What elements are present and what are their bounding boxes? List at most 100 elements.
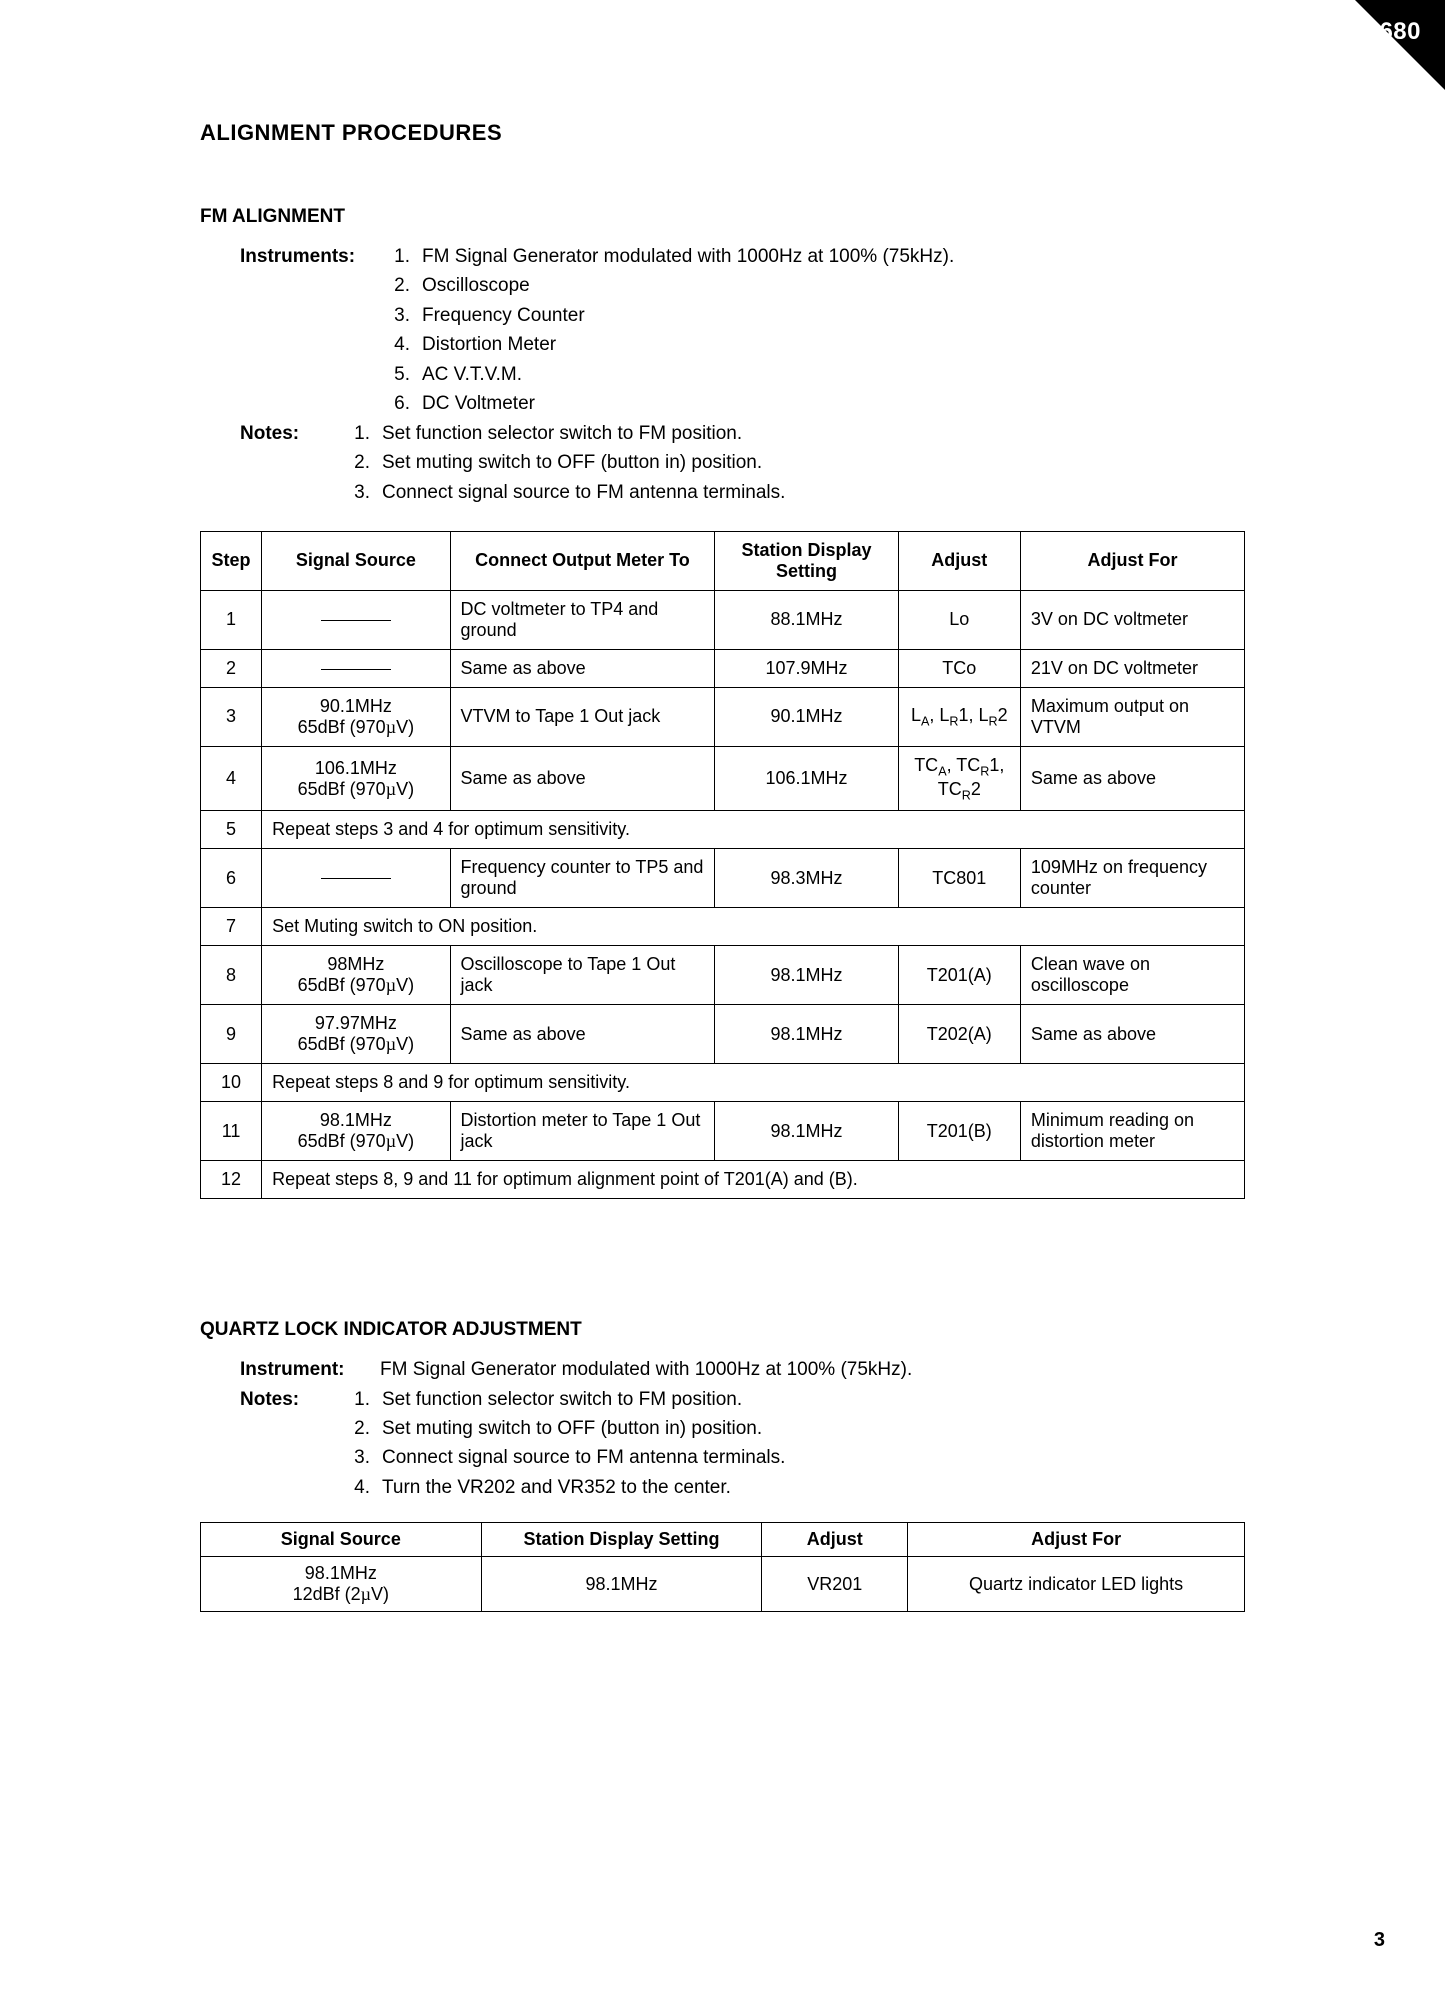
list-item: 3. Frequency Counter [380,301,954,330]
ql-th-adjust: Adjust [762,1523,908,1557]
fm-instruments-block: Instruments: 1.FM Signal Generator modul… [240,242,1245,419]
fm-notes-block: Notes: 1.Set function selector switch to… [240,419,1245,507]
ql-signal-l2: 12dBf (2µV) [293,1584,389,1604]
ql-th-display: Station Display Setting [481,1523,762,1557]
cell-signal [262,590,450,649]
list-item: 1.Set function selector switch to FM pos… [340,1385,785,1414]
ql-section-title: QUARTZ LOCK INDICATOR ADJUSTMENT [200,1319,1245,1341]
cell-step: 2 [201,649,262,687]
dash-icon [321,878,391,879]
th-adjust-for: Adjust For [1020,531,1244,590]
list-item: 5.AC V.T.V.M. [380,360,954,389]
cell-merged: Set Muting switch to ON position. [262,908,1245,946]
list-text: Set function selector switch to FM posit… [382,419,742,448]
cell-connect: Oscilloscope to Tape 1 Out jack [450,946,715,1005]
dash-icon [321,620,391,621]
list-number: 4. [340,1473,370,1502]
cell-connect: DC voltmeter to TP4 and ground [450,590,715,649]
list-number: 2. [340,1414,370,1443]
cell-display: 98.1MHz [715,946,898,1005]
fm-table-body: 1DC voltmeter to TP4 and ground88.1MHzLo… [201,590,1245,1198]
th-adjust: Adjust [898,531,1020,590]
ql-for-cell: Quartz indicator LED lights [908,1557,1245,1612]
cell-step: 5 [201,811,262,849]
list-item: 1. Set function selector switch to FM pos… [340,419,785,448]
table-header-row: Step Signal Source Connect Output Meter … [201,531,1245,590]
cell-connect: VTVM to Tape 1 Out jack [450,687,715,746]
ql-notes-list: 1.Set function selector switch to FM pos… [340,1385,785,1503]
list-text: Set muting switch to OFF (button in) pos… [382,1414,762,1443]
table-row: 4106.1MHz65dBf (970µV)Same as above106.1… [201,746,1245,810]
cell-display: 98.1MHz [715,1102,898,1161]
cell-step: 8 [201,946,262,1005]
list-text: FM Signal Generator modulated with 1000H… [422,242,954,271]
model-label: hk1680 [1337,18,1421,46]
list-text: Turn the VR202 and VR352 to the center. [382,1473,731,1502]
dash-icon [321,669,391,670]
ql-th-signal: Signal Source [201,1523,482,1557]
ql-signal-cell: 98.1MHz 12dBf (2µV) [201,1557,482,1612]
ql-instrument-label: Instrument: [240,1355,380,1384]
list-text: Frequency Counter [422,301,585,330]
list-text: Oscilloscope [422,271,530,300]
instruments-list: 1. FM Signal Generator modulated with 100… [380,242,954,419]
ql-section: QUARTZ LOCK INDICATOR ADJUSTMENT Instrum… [200,1319,1245,1612]
list-number: 3. [340,478,370,507]
cell-adjust: TC801 [898,849,1020,908]
cell-display: 98.1MHz [715,1005,898,1064]
cell-adjust-for: Maximum output on VTVM [1020,687,1244,746]
cell-display: 98.3MHz [715,849,898,908]
table-row: 1DC voltmeter to TP4 and ground88.1MHzLo… [201,590,1245,649]
cell-connect: Same as above [450,746,715,810]
list-text: Set muting switch to OFF (button in) pos… [382,448,762,477]
cell-display: 88.1MHz [715,590,898,649]
cell-adjust: TCo [898,649,1020,687]
table-row: 898MHz65dBf (970µV)Oscilloscope to Tape … [201,946,1245,1005]
fm-alignment-table: Step Signal Source Connect Output Meter … [200,531,1245,1199]
ql-adjust-cell: VR201 [762,1557,908,1612]
cell-signal: 90.1MHz65dBf (970µV) [262,687,450,746]
list-number: 3. [380,301,410,330]
table-row: 1198.1MHz65dBf (970µV)Distortion meter t… [201,1102,1245,1161]
th-step: Step [201,531,262,590]
ql-table: Signal Source Station Display Setting Ad… [200,1522,1245,1612]
page: hk1680 ALIGNMENT PROCEDURES FM ALIGNMENT… [0,0,1445,1992]
list-text: Set function selector switch to FM posit… [382,1385,742,1414]
cell-signal: 98.1MHz65dBf (970µV) [262,1102,450,1161]
cell-display: 106.1MHz [715,746,898,810]
list-item: 3.Connect signal source to FM antenna te… [340,478,785,507]
cell-adjust: TCA, TCR1, TCR2 [898,746,1020,810]
cell-step: 7 [201,908,262,946]
ql-signal-l1: 98.1MHz [305,1563,377,1583]
list-item: 6.DC Voltmeter [380,389,954,418]
ql-notes-label: Notes: [240,1385,340,1503]
cell-merged: Repeat steps 8 and 9 for optimum sensiti… [262,1064,1245,1102]
cell-merged: Repeat steps 8, 9 and 11 for optimum ali… [262,1161,1245,1199]
table-row: 6Frequency counter to TP5 and ground98.3… [201,849,1245,908]
cell-step: 1 [201,590,262,649]
list-number: 1. [340,419,370,448]
page-number: 3 [1374,1929,1385,1952]
cell-step: 12 [201,1161,262,1199]
list-text: Distortion Meter [422,330,556,359]
notes-list: 1. Set function selector switch to FM pos… [340,419,785,507]
ql-instrument-text: FM Signal Generator modulated with 1000H… [380,1355,912,1384]
cell-step: 9 [201,1005,262,1064]
ql-header-row: Signal Source Station Display Setting Ad… [201,1523,1245,1557]
cell-merged: Repeat steps 3 and 4 for optimum sensiti… [262,811,1245,849]
list-number: 2. [380,271,410,300]
list-text: DC Voltmeter [422,389,535,418]
cell-display: 107.9MHz [715,649,898,687]
table-row: 7Set Muting switch to ON position. [201,908,1245,946]
list-number: 4. [380,330,410,359]
cell-signal [262,649,450,687]
cell-connect: Distortion meter to Tape 1 Out jack [450,1102,715,1161]
list-item: 4. Distortion Meter [380,330,954,359]
list-text: AC V.T.V.M. [422,360,522,389]
list-number: 1. [380,242,410,271]
cell-signal [262,849,450,908]
cell-adjust-for: Clean wave on oscilloscope [1020,946,1244,1005]
cell-adjust-for: 21V on DC voltmeter [1020,649,1244,687]
cell-step: 3 [201,687,262,746]
cell-step: 11 [201,1102,262,1161]
